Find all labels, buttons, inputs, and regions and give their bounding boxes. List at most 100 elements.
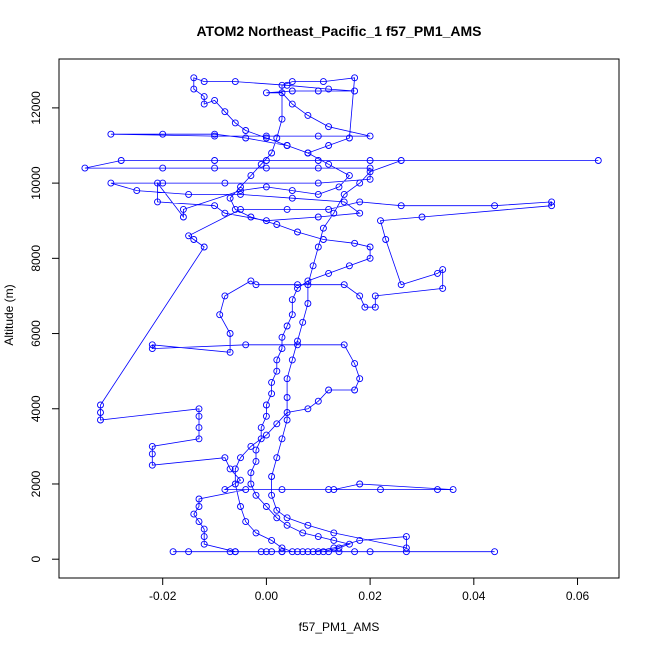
data-point: [278, 345, 286, 353]
y-tick-label: 6000: [29, 320, 43, 347]
data-point: [273, 506, 281, 514]
data-point: [351, 548, 359, 556]
data-point: [262, 401, 270, 409]
data-point: [439, 266, 447, 274]
data-point: [288, 356, 296, 364]
data-point: [237, 454, 244, 462]
data-point: [185, 548, 193, 556]
data-point: [273, 134, 281, 142]
data-point: [257, 424, 265, 432]
data-point: [356, 198, 364, 206]
data-point: [262, 134, 270, 142]
data-point: [262, 431, 270, 439]
data-point: [247, 469, 255, 477]
data-point: [314, 548, 322, 556]
data-point: [231, 465, 239, 473]
data-point: [268, 548, 276, 556]
data-point: [252, 281, 260, 289]
data-point: [382, 236, 390, 243]
data-point: [402, 544, 410, 552]
data-point: [335, 183, 343, 191]
data-point: [361, 303, 369, 311]
data-point: [262, 157, 270, 164]
data-point: [351, 360, 359, 368]
data-point: [278, 548, 286, 556]
data-point: [314, 157, 322, 164]
data-point: [548, 198, 556, 206]
y-tick-label: 0: [29, 556, 43, 563]
data-point: [221, 179, 229, 187]
data-point: [351, 386, 359, 394]
data-point: [330, 544, 338, 552]
data-point: [278, 486, 286, 494]
data-point: [330, 209, 338, 217]
data-point: [226, 548, 234, 556]
data-point: [268, 473, 276, 480]
data-point: [283, 394, 291, 401]
data-point: [200, 525, 208, 533]
data-point: [211, 96, 219, 104]
data-point: [268, 491, 276, 499]
data-point: [397, 202, 405, 210]
data-point: [221, 209, 229, 217]
data-point: [190, 74, 198, 82]
data-point: [356, 480, 364, 488]
data-point: [262, 217, 270, 225]
data-point: [283, 514, 291, 522]
data-point: [325, 269, 333, 277]
data-point: [242, 486, 250, 494]
y-axis-label: Altitude (m): [2, 284, 16, 345]
data-point: [402, 548, 410, 556]
data-point: [548, 202, 556, 210]
data-point: [231, 78, 239, 86]
data-point: [148, 450, 156, 458]
data-series: [81, 74, 602, 556]
data-point: [366, 175, 374, 183]
data-point: [278, 435, 286, 443]
data-point: [366, 168, 374, 176]
data-point: [325, 386, 333, 394]
data-point: [262, 503, 270, 510]
data-point: [268, 149, 276, 157]
plot-frame: [58, 58, 620, 579]
data-point: [294, 341, 301, 349]
data-point: [314, 179, 322, 187]
data-point: [257, 160, 265, 168]
data-point: [309, 262, 317, 270]
data-point: [262, 164, 270, 172]
data-point: [231, 205, 239, 213]
data-point: [325, 205, 333, 213]
data-point: [294, 228, 301, 236]
data-point: [268, 536, 276, 544]
data-point: [340, 190, 348, 198]
data-point: [273, 514, 281, 522]
data-point: [304, 281, 312, 289]
data-point: [179, 213, 187, 221]
data-point: [330, 486, 338, 494]
y-tick-label: 2000: [29, 470, 43, 497]
data-point: [242, 127, 250, 134]
data-point: [325, 85, 333, 93]
data-point: [356, 209, 364, 217]
x-tick-label: 0.04: [462, 589, 486, 603]
data-point: [221, 486, 229, 494]
data-point: [97, 401, 104, 409]
data-point: [247, 277, 255, 285]
plot-border: [58, 58, 620, 579]
x-axis-label: f57_PM1_AMS: [299, 620, 380, 634]
data-point: [148, 345, 156, 353]
x-tick-label: 0.00: [255, 589, 279, 603]
data-point: [97, 409, 104, 416]
data-point: [304, 149, 312, 157]
data-point: [356, 292, 364, 300]
data-point: [252, 491, 260, 499]
data-point: [325, 142, 333, 149]
data-point: [288, 78, 296, 86]
data-point: [330, 536, 338, 544]
data-point: [257, 435, 265, 443]
data-point: [294, 281, 301, 289]
data-point: [309, 548, 317, 556]
data-point: [179, 205, 187, 213]
data-point: [304, 111, 312, 119]
data-point: [335, 544, 343, 552]
